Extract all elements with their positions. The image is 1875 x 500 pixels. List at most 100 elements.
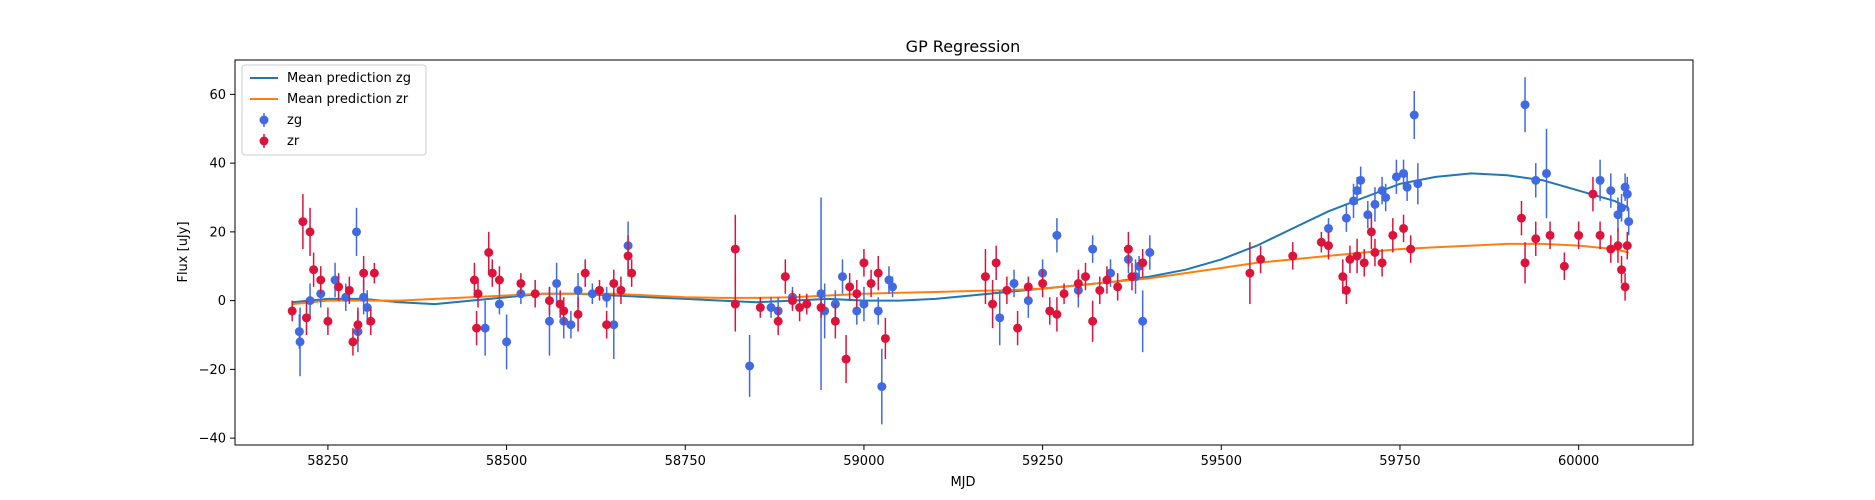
point-zr: [1370, 248, 1379, 257]
point-zr: [1613, 241, 1622, 250]
point-zr: [1546, 231, 1555, 240]
point-zg: [874, 306, 883, 315]
point-zg: [1356, 176, 1365, 185]
point-zr: [881, 334, 890, 343]
plot-area: [235, 60, 1693, 445]
point-zr: [559, 306, 568, 315]
point-zg: [1342, 214, 1351, 223]
point-zr: [1113, 282, 1122, 291]
point-zg: [838, 272, 847, 281]
point-zg: [495, 300, 504, 309]
point-zr: [756, 303, 765, 312]
point-zr: [1353, 251, 1362, 260]
point-zr: [348, 337, 357, 346]
point-zg: [296, 337, 305, 346]
point-zr: [495, 276, 504, 285]
legend-label-zr: zr: [287, 134, 300, 149]
x-tick-label: 59500: [1201, 454, 1242, 469]
point-zr: [1002, 286, 1011, 295]
point-zr: [595, 286, 604, 295]
point-zr: [852, 289, 861, 298]
point-zr: [1388, 231, 1397, 240]
point-zg: [1542, 169, 1551, 178]
point-zr: [1074, 279, 1083, 288]
point-zr: [316, 276, 325, 285]
point-zr: [867, 279, 876, 288]
point-zr: [731, 300, 740, 309]
point-zr: [1081, 272, 1090, 281]
point-zg: [1606, 186, 1615, 195]
point-zg: [545, 317, 554, 326]
point-zr: [831, 317, 840, 326]
point-zr: [781, 272, 790, 281]
y-tick-label: −20: [199, 363, 226, 378]
point-zr: [842, 355, 851, 364]
point-zg: [745, 361, 754, 370]
point-zg: [852, 306, 861, 315]
legend-label-zg: zg: [287, 113, 302, 128]
point-zr: [1531, 234, 1540, 243]
point-zr: [1596, 231, 1605, 240]
point-zg: [1381, 193, 1390, 202]
x-tick-label: 58750: [665, 454, 706, 469]
point-zr: [731, 245, 740, 254]
point-zr: [1088, 317, 1097, 326]
point-zg: [1024, 296, 1033, 305]
point-zg: [995, 313, 1004, 322]
point-zr: [302, 313, 311, 322]
point-zg: [1324, 224, 1333, 233]
point-zr: [1521, 258, 1530, 267]
point-zr: [288, 306, 297, 315]
legend-swatch-zg-marker: [260, 116, 269, 125]
point-zr: [1124, 245, 1133, 254]
point-zr: [992, 258, 1001, 267]
point-zg: [1596, 176, 1605, 185]
point-zr: [366, 317, 375, 326]
y-tick-label: −40: [199, 432, 226, 447]
point-zr: [370, 269, 379, 278]
point-zr: [1360, 258, 1369, 267]
point-zr: [1621, 282, 1630, 291]
point-zr: [1574, 231, 1583, 240]
y-tick-label: 20: [209, 225, 226, 240]
point-zg: [1623, 190, 1632, 199]
legend-swatch-zr-marker: [260, 137, 269, 146]
point-zr: [323, 317, 332, 326]
point-zr: [306, 227, 315, 236]
legend-label-zg-line: Mean prediction zg: [287, 71, 411, 86]
y-axis-label: Flux [uJy]: [176, 221, 191, 282]
point-zg: [1010, 279, 1019, 288]
point-zg: [502, 337, 511, 346]
point-zr: [874, 269, 883, 278]
y-tick-label: 60: [209, 88, 226, 103]
point-zr: [345, 286, 354, 295]
point-zg: [1624, 217, 1633, 226]
point-zr: [474, 289, 483, 298]
x-tick-label: 59750: [1379, 454, 1420, 469]
point-zr: [802, 300, 811, 309]
point-zr: [774, 317, 783, 326]
point-zr: [1060, 289, 1069, 298]
point-zg: [1145, 248, 1154, 257]
y-tick-label: 40: [209, 157, 226, 172]
point-zr: [1038, 279, 1047, 288]
point-zg: [1617, 203, 1626, 212]
point-zr: [1256, 255, 1265, 264]
point-zr: [484, 248, 493, 257]
point-zg: [602, 293, 611, 302]
point-zg: [566, 320, 575, 329]
chart-title: GP Regression: [906, 37, 1021, 56]
x-tick-label: 58500: [486, 454, 527, 469]
point-zr: [616, 286, 625, 295]
point-zr: [1324, 241, 1333, 250]
point-zg: [1410, 111, 1419, 120]
point-zr: [1102, 276, 1111, 285]
point-zr: [1560, 262, 1569, 271]
point-zr: [581, 269, 590, 278]
point-zr: [334, 282, 343, 291]
point-zg: [481, 324, 490, 333]
legend-label-zr-line: Mean prediction zr: [287, 92, 409, 107]
point-zr: [1245, 269, 1254, 278]
point-zg: [1413, 179, 1422, 188]
point-zr: [624, 251, 633, 260]
